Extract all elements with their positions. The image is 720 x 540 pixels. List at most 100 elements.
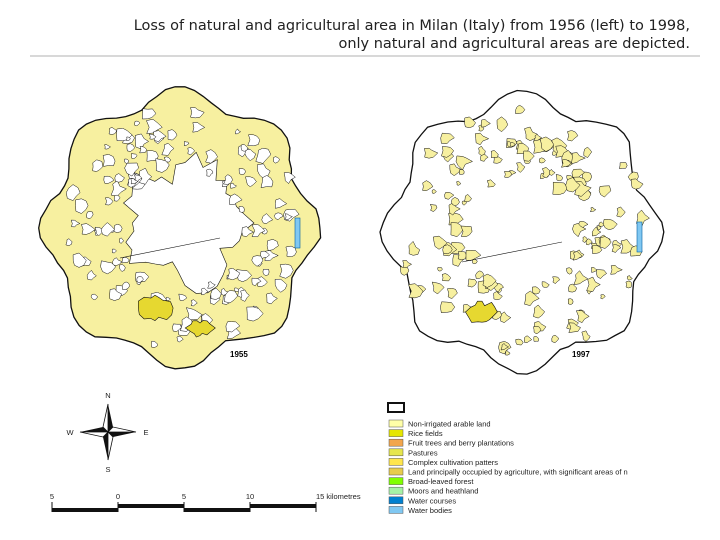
legend-label: Land principally occupied by agriculture… xyxy=(408,468,628,477)
agri-patch xyxy=(480,153,489,162)
urban-patch xyxy=(124,162,139,177)
agri-patch xyxy=(524,126,538,141)
agri-patch xyxy=(493,155,503,164)
compass: N E S W xyxy=(66,391,148,474)
scale-segment xyxy=(184,508,250,512)
agri-patch xyxy=(596,269,607,279)
urban-patch xyxy=(92,159,103,172)
agri-patch xyxy=(474,132,490,146)
legend-swatch xyxy=(388,496,404,505)
agri-patch xyxy=(552,181,568,195)
agri-patch xyxy=(589,207,597,213)
urban-patch xyxy=(86,270,97,281)
urban-patch xyxy=(251,277,262,287)
agri-patch xyxy=(582,236,588,243)
agri-patch xyxy=(585,238,593,246)
agri-patch xyxy=(620,239,635,254)
urban-patch xyxy=(172,323,182,332)
agri-patch xyxy=(592,245,603,254)
urban-patch xyxy=(119,237,125,244)
urban-patch xyxy=(100,222,115,237)
map-label: 1955 xyxy=(230,350,248,359)
urban-patch xyxy=(207,281,216,289)
agri-patch xyxy=(533,325,542,335)
agri-patch xyxy=(504,171,512,178)
urban-patch xyxy=(155,158,170,173)
urban-patch xyxy=(165,297,171,301)
urban-patch xyxy=(176,335,184,343)
urban-patch xyxy=(285,245,297,258)
urban-patch xyxy=(247,134,261,147)
urban-patch xyxy=(266,292,278,305)
agri-patch xyxy=(500,311,512,323)
urban-patch xyxy=(225,321,241,333)
urban-patch xyxy=(187,147,196,156)
urban-patch xyxy=(113,223,123,233)
agri-patch xyxy=(442,244,453,255)
urban-patch xyxy=(246,306,264,322)
maps xyxy=(38,86,665,375)
urban-patch xyxy=(124,158,130,164)
agri-patch xyxy=(456,180,462,186)
agri-patch xyxy=(493,291,503,301)
legend-label: Non-irrigated arable land xyxy=(408,420,491,429)
map-label: 1997 xyxy=(572,350,590,359)
urban-patch xyxy=(151,340,158,348)
agri-patch xyxy=(444,192,455,200)
agri-patch xyxy=(429,203,438,212)
urban-patch xyxy=(114,173,125,183)
urban-patch xyxy=(167,129,178,141)
agri-patch xyxy=(610,264,623,275)
urban-patch xyxy=(200,287,209,295)
urban-patch xyxy=(223,174,233,185)
urban-patch xyxy=(190,107,205,119)
agri-patch xyxy=(449,163,462,177)
urban-patch xyxy=(131,152,138,159)
agri-patch xyxy=(480,119,491,128)
agri-patch xyxy=(500,343,510,351)
urban-patch xyxy=(134,120,141,127)
water-body xyxy=(636,221,643,253)
urban-patch xyxy=(112,257,123,266)
agri-patch xyxy=(619,162,628,170)
map-outline xyxy=(379,89,665,375)
scale-label: 0 xyxy=(116,492,120,501)
legend-label: Broad-leaved forest xyxy=(408,477,474,486)
urban-patch xyxy=(273,212,284,220)
agri-patch xyxy=(505,350,511,356)
compass-s: S xyxy=(105,465,110,474)
urban-patch xyxy=(163,156,172,163)
agri-patch xyxy=(424,147,439,159)
agri-patch xyxy=(541,167,553,179)
agri-patch xyxy=(630,178,644,190)
agri-patch xyxy=(509,141,516,147)
agri-patch xyxy=(402,260,413,269)
urban-patch xyxy=(142,108,157,120)
agri-patch xyxy=(482,273,497,288)
agri-patch xyxy=(400,266,410,276)
urban-patch xyxy=(109,288,123,301)
urban-patch xyxy=(146,150,159,162)
agri-patch xyxy=(552,276,561,284)
agri-patch xyxy=(432,235,448,250)
urban-patch xyxy=(103,175,115,184)
scale-label: 5 xyxy=(50,492,54,501)
legend-label: Fruit trees and berry plantations xyxy=(408,439,514,448)
urban-patch xyxy=(139,146,147,154)
urban-patch xyxy=(261,213,274,224)
agri-patch xyxy=(490,150,499,158)
agri-patch xyxy=(451,197,460,206)
agri-patch xyxy=(541,281,550,288)
agri-patch xyxy=(548,169,556,176)
agri-patch xyxy=(464,116,476,128)
agri-patch xyxy=(523,150,535,162)
agri-patch xyxy=(551,334,560,343)
urban-patch xyxy=(86,211,94,219)
legend-swatch xyxy=(388,458,404,466)
urban-patch xyxy=(136,276,144,284)
urban-patch xyxy=(260,250,270,260)
legend-label: Moors and heathland xyxy=(408,487,478,496)
urban-patch xyxy=(283,172,296,184)
rice-area xyxy=(184,320,216,338)
agri-patch xyxy=(611,244,622,253)
